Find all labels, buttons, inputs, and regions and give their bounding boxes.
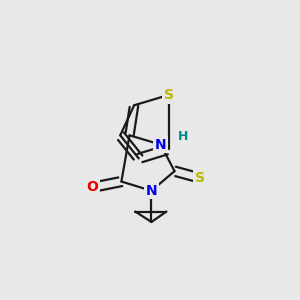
Text: S: S — [164, 88, 174, 102]
Text: N: N — [155, 138, 167, 152]
Text: H: H — [177, 130, 188, 143]
Text: N: N — [146, 184, 157, 198]
Text: S: S — [195, 171, 205, 185]
Text: O: O — [87, 180, 98, 194]
